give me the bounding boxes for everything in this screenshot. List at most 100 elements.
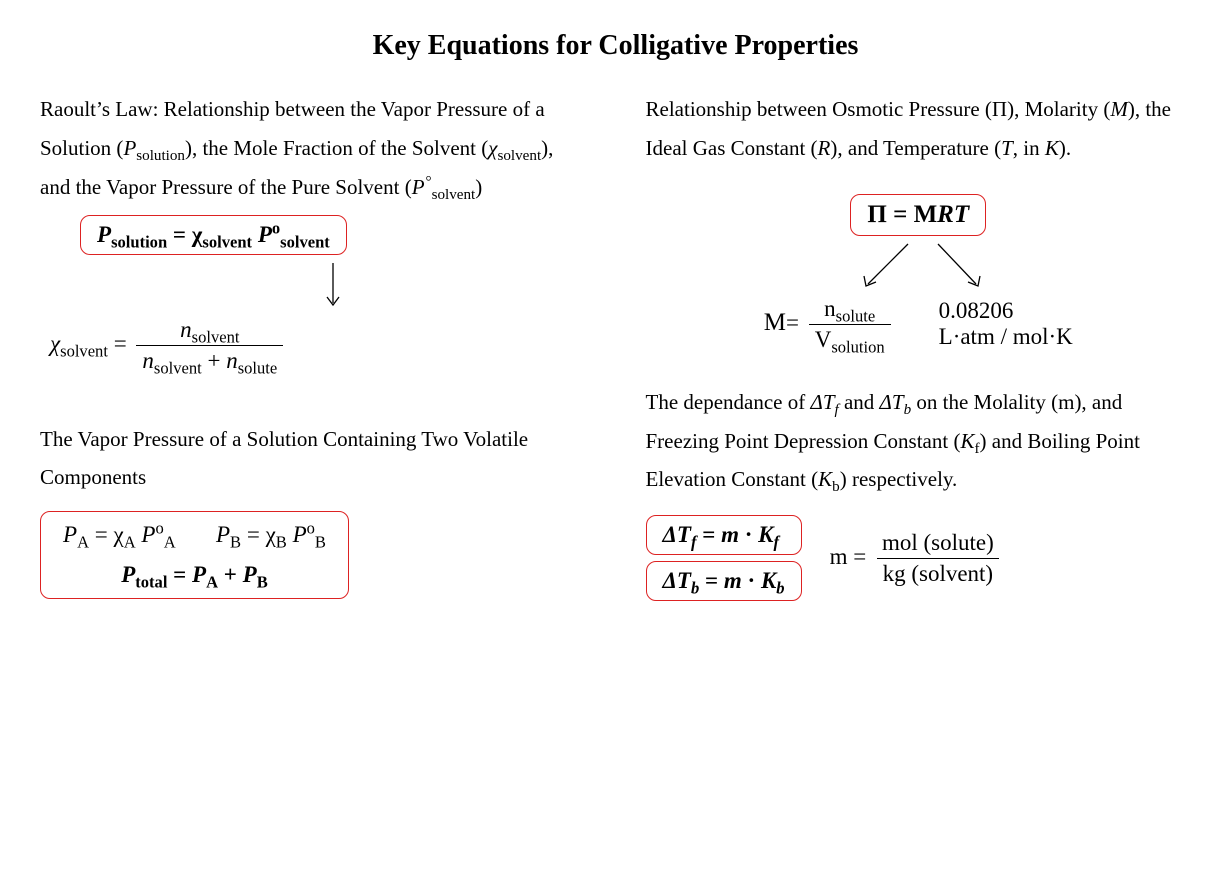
gas-constant-unit: L·atm / mol·K bbox=[939, 324, 1073, 350]
eq-sign: = bbox=[705, 568, 724, 593]
frac-bot: kg (solvent) bbox=[877, 558, 1000, 587]
delta-tb: ΔTb bbox=[880, 390, 912, 414]
symbol-T: T bbox=[954, 201, 969, 228]
symbol-T: T bbox=[1001, 136, 1013, 160]
fpbp-boxes: ΔTf = m · Kf ΔTb = m · Kb bbox=[646, 513, 802, 603]
sub-solution: solution bbox=[136, 148, 185, 164]
symbol-kf: K bbox=[960, 429, 974, 453]
delta: Δ bbox=[663, 522, 677, 547]
eq-sign: = bbox=[887, 201, 914, 228]
eq-sign: = bbox=[786, 309, 799, 334]
sub-solute: solute bbox=[238, 358, 278, 377]
raoult-equation-box: Psolution = χsolvent Posolvent bbox=[80, 215, 347, 255]
molality-definition: m = mol (solute) kg (solvent) bbox=[830, 530, 1004, 587]
symbol-P: P bbox=[192, 562, 206, 587]
text: ), the Mole Fraction of the Solvent ( bbox=[185, 136, 488, 160]
symbol-chi: χ bbox=[266, 522, 276, 547]
plus: + bbox=[202, 348, 226, 373]
fraction: mol (solute) kg (solvent) bbox=[876, 530, 1000, 587]
sub-solvent: solvent bbox=[202, 232, 252, 251]
symbol-P: P bbox=[141, 522, 155, 547]
sub-B: B bbox=[315, 533, 326, 552]
plus: + bbox=[218, 562, 243, 587]
sup-deg: o bbox=[155, 519, 163, 538]
text: ) bbox=[475, 175, 482, 199]
sub-f: f bbox=[691, 533, 697, 552]
text: , in bbox=[1013, 136, 1045, 160]
arrow-down-icon bbox=[323, 261, 343, 311]
text: ). bbox=[1059, 136, 1071, 160]
sub-B: B bbox=[230, 533, 241, 552]
frac-top: mol (solute) bbox=[876, 530, 1000, 558]
eq-sign: = bbox=[167, 562, 192, 587]
text: ) respectively. bbox=[840, 467, 958, 491]
symbol-P: P bbox=[258, 222, 272, 247]
fpbp-row: ΔTf = m · Kf ΔTb = m · Kb bbox=[646, 513, 1192, 603]
fraction: nsolvent nsolvent + nsolute bbox=[136, 317, 283, 374]
symbol-K: K bbox=[1045, 136, 1059, 160]
symbol-P: P bbox=[123, 136, 136, 160]
symbol-K: K bbox=[761, 568, 776, 593]
symbol-n: n bbox=[824, 296, 836, 321]
symbol-P: P bbox=[63, 522, 77, 547]
osmotic-equation-box: Π = MRT bbox=[850, 194, 986, 236]
sub-A: A bbox=[77, 533, 89, 552]
text: Relationship between Osmotic Pressure (Π… bbox=[646, 97, 1111, 121]
osmotic-equation-block: Π = MRT M= nsolute Vsolution 0.0 bbox=[646, 192, 1192, 353]
sub-b: b bbox=[776, 579, 784, 598]
symbol-pi: Π bbox=[867, 201, 886, 228]
two-column-layout: Raoult’s Law: Relationship between the V… bbox=[40, 90, 1191, 603]
sub-B: B bbox=[257, 573, 268, 592]
symbol-P: P bbox=[243, 562, 257, 587]
symbol-R: R bbox=[818, 136, 831, 160]
sup-deg: o bbox=[272, 218, 280, 237]
sub-f: f bbox=[774, 533, 780, 552]
symbol-M: M bbox=[914, 201, 938, 228]
osmotic-defs-row: M= nsolute Vsolution 0.08206 L·atm / mol… bbox=[646, 296, 1192, 353]
symbol-n: n bbox=[142, 348, 154, 373]
raoult-description: Raoult’s Law: Relationship between the V… bbox=[40, 90, 586, 207]
sub-B: B bbox=[276, 533, 287, 552]
sub-solution: solution bbox=[111, 232, 167, 251]
symbol-M: M bbox=[764, 308, 786, 335]
symbol-n: n bbox=[180, 317, 192, 342]
symbol-K: K bbox=[758, 522, 773, 547]
sup-deg: o bbox=[307, 519, 315, 538]
sub-solution: solution bbox=[831, 337, 884, 356]
symbol-m: m bbox=[724, 568, 742, 593]
text: and bbox=[839, 390, 880, 414]
ptotal-line: Ptotal = PA + PB bbox=[63, 562, 326, 588]
sub-total: total bbox=[135, 573, 167, 592]
text: The dependance of bbox=[646, 390, 811, 414]
arrows-split-icon bbox=[808, 240, 1028, 296]
delta: Δ bbox=[663, 568, 677, 593]
two-volatile-heading: The Vapor Pressure of a Solution Contain… bbox=[40, 420, 586, 498]
gas-constant: 0.08206 L·atm / mol·K bbox=[939, 298, 1073, 350]
molarity-definition: M= nsolute Vsolution bbox=[764, 296, 895, 353]
sub-b: b bbox=[832, 480, 840, 496]
dot: · bbox=[745, 522, 758, 547]
symbol-chi: χ bbox=[192, 222, 203, 247]
symbol-m: m bbox=[721, 522, 739, 547]
text: ), and Temperature ( bbox=[830, 136, 1001, 160]
symbol-P: P bbox=[412, 175, 425, 199]
osmotic-description: Relationship between Osmotic Pressure (Π… bbox=[646, 90, 1192, 168]
delta-tf-box: ΔTf = m · Kf bbox=[646, 515, 802, 555]
sub-solvent: solvent bbox=[60, 341, 108, 360]
symbol-P: P bbox=[121, 562, 135, 587]
eq-sign: = bbox=[114, 330, 133, 355]
delta-tf: ΔTf bbox=[811, 390, 839, 414]
chi-definition: χsolvent = nsolvent nsolvent + nsolute bbox=[50, 317, 586, 374]
eq-sign: = bbox=[167, 222, 192, 247]
symbol-chi: χ bbox=[488, 136, 497, 160]
sub-A: A bbox=[124, 533, 136, 552]
sub-A: A bbox=[164, 533, 176, 552]
dot: · bbox=[748, 568, 761, 593]
symbol-M: M bbox=[1110, 97, 1128, 121]
symbol-P: P bbox=[97, 222, 111, 247]
sub-A: A bbox=[206, 573, 218, 592]
left-column: Raoult’s Law: Relationship between the V… bbox=[40, 90, 586, 603]
eq-sign: = bbox=[89, 522, 113, 547]
symbol-V: V bbox=[815, 327, 832, 352]
page-title: Key Equations for Colligative Properties bbox=[40, 30, 1191, 62]
